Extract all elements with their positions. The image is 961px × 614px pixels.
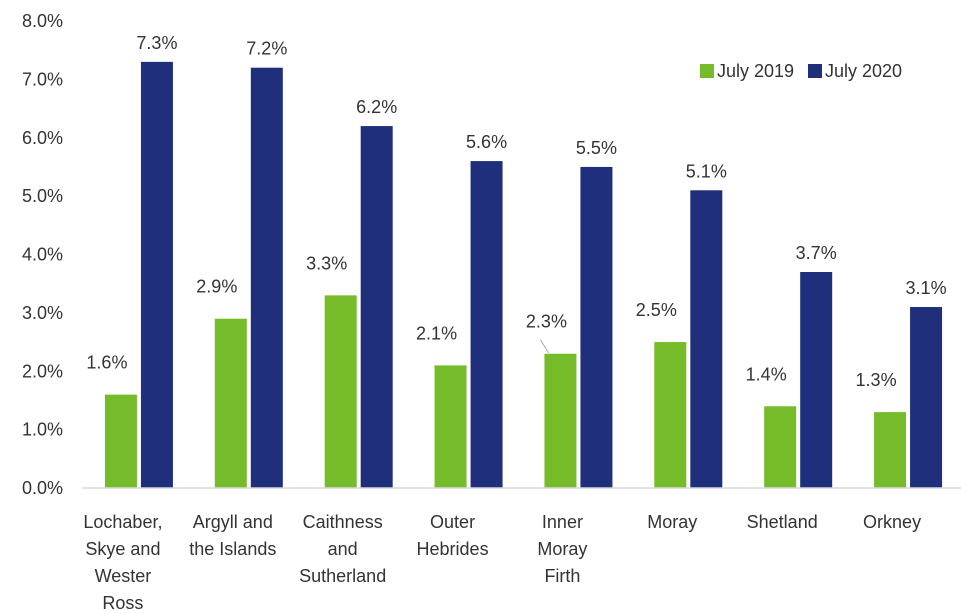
legend: July 2019 July 2020 [700, 61, 902, 81]
legend-swatch-july-2019 [700, 64, 714, 78]
data-label: 7.2% [246, 39, 287, 59]
label-leader-line [540, 339, 549, 353]
y-tick-label: 5.0% [22, 186, 63, 206]
bars [104, 61, 943, 489]
data-label: 5.5% [576, 138, 617, 158]
data-labels: 1.6% 7.3% 2.9% 7.2% 3.3% 6.2% 2.1% 5.6% 2.3% 5.5%… [86, 33, 946, 390]
category-label: Orkney [863, 512, 921, 532]
bar-july-2019 [434, 365, 467, 488]
y-tick-label: 6.0% [22, 128, 63, 148]
bar-july-2019 [544, 353, 577, 488]
bar-july-2020 [910, 307, 943, 488]
category-label: Outer Hebrides [417, 512, 489, 559]
bar-july-2019 [324, 295, 357, 488]
data-label: 3.1% [906, 278, 947, 298]
bar-july-2020 [470, 161, 503, 488]
category-label: Shetland [747, 512, 818, 532]
data-label: 2.5% [636, 300, 677, 320]
data-label: 1.3% [856, 370, 897, 390]
data-label: 7.3% [136, 33, 177, 53]
bar-july-2020 [800, 272, 833, 488]
category-label: Lochaber, Skye and Wester Ross [83, 512, 162, 613]
bar-july-2019 [874, 412, 907, 488]
legend-label-july-2019: July 2019 [717, 61, 794, 81]
data-label: 1.6% [86, 353, 127, 373]
bar-july-2019 [214, 318, 247, 488]
y-tick-label: 0.0% [22, 478, 63, 498]
y-tick-label: 7.0% [22, 69, 63, 89]
data-label: 3.3% [306, 253, 347, 273]
data-label: 5.6% [466, 132, 507, 152]
data-label: 1.4% [746, 364, 787, 384]
category-label: Caithness and Sutherland [299, 512, 386, 586]
bar-july-2020 [140, 61, 173, 489]
y-tick-label: 1.0% [22, 420, 63, 440]
y-axis: 0.0% 1.0% 2.0% 3.0% 4.0% 5.0% 6.0% 7.0% 8.0% [22, 11, 63, 498]
y-tick-label: 3.0% [22, 303, 63, 323]
category-label: Inner Moray Firth [537, 512, 587, 586]
data-label: 2.1% [416, 323, 457, 343]
bar-july-2020 [580, 166, 613, 488]
bar-july-2020 [690, 190, 723, 488]
bar-july-2019 [654, 342, 687, 488]
bar-july-2020 [250, 67, 283, 488]
legend-swatch-july-2020 [808, 64, 822, 78]
data-label: 3.7% [796, 243, 837, 263]
legend-label-july-2020: July 2020 [825, 61, 902, 81]
data-label: 6.2% [356, 97, 397, 117]
y-tick-label: 4.0% [22, 245, 63, 265]
bar-july-2019 [764, 406, 797, 488]
bar-july-2020 [360, 126, 393, 488]
x-axis: Lochaber, Skye and Wester Ross Argyll and the… [82, 487, 961, 613]
data-label: 5.1% [686, 161, 727, 181]
bar-july-2019 [104, 394, 137, 488]
y-tick-label: 2.0% [22, 361, 63, 381]
category-label: Moray [647, 512, 697, 532]
data-label: 2.3% [526, 312, 567, 332]
y-tick-label: 8.0% [22, 11, 63, 31]
data-label: 2.9% [196, 277, 237, 297]
category-label: Argyll and the Islands [189, 512, 276, 559]
